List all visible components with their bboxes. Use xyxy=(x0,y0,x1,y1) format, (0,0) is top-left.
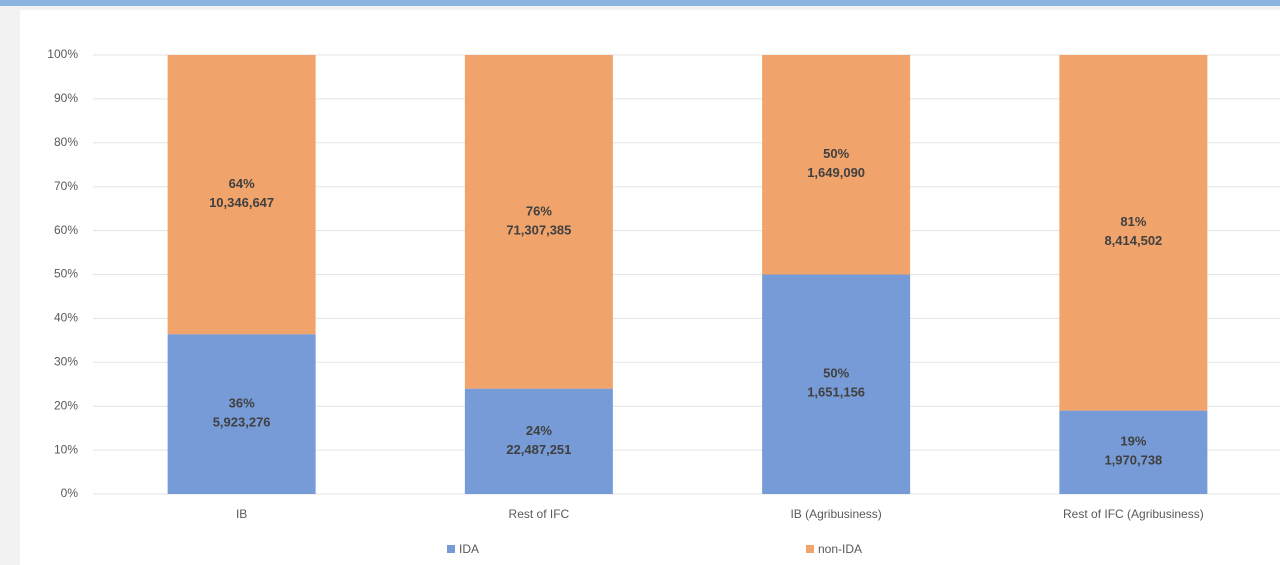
data-label: 64% xyxy=(229,176,255,191)
y-tick-label: 60% xyxy=(54,223,78,237)
y-tick-label: 40% xyxy=(54,311,78,325)
y-tick-label: 30% xyxy=(54,354,78,368)
x-tick-label: IB xyxy=(236,507,247,521)
data-label-amount: 1,970,738 xyxy=(1104,453,1162,468)
legend-swatch xyxy=(806,545,814,553)
data-label-amount: 5,923,276 xyxy=(213,415,271,430)
y-tick-label: 20% xyxy=(54,398,78,412)
bar-segment xyxy=(1059,55,1208,411)
bar-segment xyxy=(464,55,613,389)
legend-swatch xyxy=(447,545,455,553)
data-label: 76% xyxy=(526,203,552,218)
data-label: 24% xyxy=(526,423,552,438)
data-label-amount: 71,307,385 xyxy=(506,222,571,237)
data-label-amount: 10,346,647 xyxy=(209,195,274,210)
y-tick-label: 0% xyxy=(61,486,79,500)
bar-segment xyxy=(762,274,911,494)
data-label: 50% xyxy=(823,146,849,161)
legend-label: non-IDA xyxy=(818,542,862,556)
data-label-amount: 1,649,090 xyxy=(807,165,865,180)
legend-label: IDA xyxy=(459,542,479,556)
data-label: 19% xyxy=(1120,434,1146,449)
data-label-amount: 1,651,156 xyxy=(807,385,865,400)
bar-segment xyxy=(464,388,613,494)
bar-segment xyxy=(762,55,911,275)
bar-segment xyxy=(167,334,316,494)
top-bar xyxy=(0,0,1280,6)
data-label: 36% xyxy=(229,396,255,411)
y-tick-label: 100% xyxy=(47,47,78,61)
x-tick-label: Rest of IFC xyxy=(509,507,570,521)
bar-segment xyxy=(167,55,316,335)
bar-segment xyxy=(1059,410,1208,494)
y-tick-label: 90% xyxy=(54,91,78,105)
y-tick-label: 70% xyxy=(54,179,78,193)
data-label-amount: 8,414,502 xyxy=(1104,233,1162,248)
y-tick-label: 10% xyxy=(54,442,78,456)
x-tick-label: IB (Agribusiness) xyxy=(790,507,881,521)
y-tick-label: 50% xyxy=(54,267,78,281)
data-label: 81% xyxy=(1120,214,1146,229)
y-tick-label: 80% xyxy=(54,135,78,149)
data-label: 50% xyxy=(823,366,849,381)
data-label-amount: 22,487,251 xyxy=(506,442,571,457)
x-tick-label: Rest of IFC (Agribusiness) xyxy=(1063,507,1204,521)
